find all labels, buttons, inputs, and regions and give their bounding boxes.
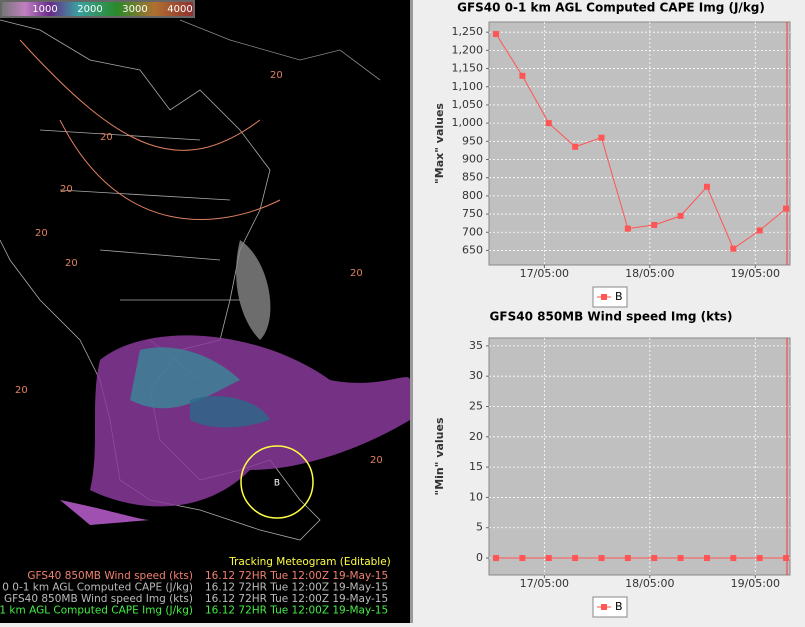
data-point (651, 555, 658, 562)
contour-label: 20 (350, 268, 363, 279)
y-tick-label: 1,100 (452, 80, 484, 93)
data-point (756, 227, 763, 234)
contour-label: 20 (35, 228, 48, 239)
layer-time: 16.12 72HR Tue 12:00Z 19-May-15 (205, 582, 388, 594)
y-tick-label: 25 (469, 399, 483, 412)
station-marker: B (274, 479, 280, 489)
data-point (703, 555, 710, 562)
contour-label: 20 (65, 258, 78, 269)
legend-label: B (615, 290, 623, 303)
y-tick-label: 0 (476, 551, 483, 564)
y-tick-label: 650 (462, 243, 483, 256)
colorbar-label: 4000 (167, 4, 192, 15)
x-tick-label: 18/05:00 (625, 577, 674, 590)
chart-title: GFS40 850MB Wind speed Img (kts) (490, 310, 733, 324)
y-tick-label: 5 (476, 521, 483, 534)
y-tick-label: 1,050 (452, 98, 484, 111)
y-tick-label: 1,000 (452, 116, 484, 129)
series-line (495, 33, 787, 250)
contour-label: 20 (60, 184, 73, 195)
y-tick-label: 850 (462, 171, 483, 184)
x-tick-label: 19/05:00 (731, 577, 780, 590)
layer-name: 0 0-1 km AGL Computed CAPE (J/kg) (2, 582, 193, 594)
x-tick-label: 19/05:00 (731, 267, 780, 280)
plot-area (488, 337, 791, 576)
data-point (598, 134, 605, 141)
data-point (545, 120, 552, 127)
y-tick-label: 10 (469, 490, 483, 503)
x-tick-label: 18/05:00 (625, 267, 674, 280)
data-point (493, 31, 500, 38)
chart-title: GFS40 0-1 km AGL Computed CAPE Img (J/kg… (457, 1, 765, 15)
y-tick-label: 800 (462, 189, 483, 202)
colorbar (2, 2, 193, 16)
data-point (572, 555, 579, 562)
data-point (651, 221, 658, 228)
contour-label: 20 (370, 455, 383, 466)
data-point (756, 555, 763, 562)
plot-area (488, 21, 791, 266)
y-axis-label: "Max" values (433, 103, 446, 184)
map-panel[interactable] (0, 0, 410, 623)
layer-time: 16.12 72HR Tue 12:00Z 19-May-15 (205, 605, 388, 617)
x-tick-label: 17/05:00 (520, 577, 569, 590)
data-point (519, 72, 526, 79)
y-axis-label: "Min" values (433, 417, 446, 495)
data-point (624, 225, 631, 232)
y-tick-label: 30 (469, 369, 483, 382)
data-point (545, 555, 552, 562)
contour-label: 20 (270, 70, 283, 81)
y-tick-label: 1,200 (452, 43, 484, 56)
y-tick-label: 15 (469, 460, 483, 473)
data-point (703, 183, 710, 190)
data-point (624, 555, 631, 562)
data-point (493, 555, 500, 562)
data-point (519, 555, 526, 562)
data-point (730, 245, 737, 252)
legend-marker (601, 294, 607, 300)
colorbar-label: 1000 (32, 4, 57, 15)
contour-label: 20 (100, 132, 113, 143)
data-point (572, 143, 579, 150)
layer-name: GFS40 850MB Wind speed (kts) (27, 570, 193, 582)
y-tick-label: 700 (462, 225, 483, 238)
data-point (783, 205, 790, 212)
x-tick-label: 17/05:00 (520, 267, 569, 280)
data-point (730, 555, 737, 562)
contour-label: 20 (15, 385, 28, 396)
y-tick-label: 35 (469, 339, 483, 352)
layer-time: 16.12 72HR Tue 12:00Z 19-May-15 (205, 593, 388, 605)
legend-marker (601, 604, 607, 610)
y-tick-label: 1,150 (452, 62, 484, 75)
data-point (598, 555, 605, 562)
y-tick-label: 750 (462, 207, 483, 220)
divider[interactable] (410, 0, 413, 623)
legend-label: B (615, 600, 623, 613)
layer-name: GFS40 850MB Wind speed Img (kts) (4, 593, 193, 605)
y-tick-label: 1,250 (452, 25, 484, 38)
data-point (677, 555, 684, 562)
y-tick-label: 900 (462, 153, 483, 166)
y-tick-label: 20 (469, 430, 483, 443)
status-title: Tracking Meteogram (Editable) (228, 556, 391, 568)
colorbar-label: 2000 (77, 4, 102, 15)
data-point (783, 555, 790, 562)
layer-time: 16.12 72HR Tue 12:00Z 19-May-15 (205, 570, 388, 582)
layer-name: 1 km AGL Computed CAPE Img (J/kg) (0, 605, 193, 617)
colorbar-label: 3000 (122, 4, 147, 15)
map-field (19, 39, 410, 525)
data-point (677, 212, 684, 219)
y-tick-label: 950 (462, 134, 483, 147)
